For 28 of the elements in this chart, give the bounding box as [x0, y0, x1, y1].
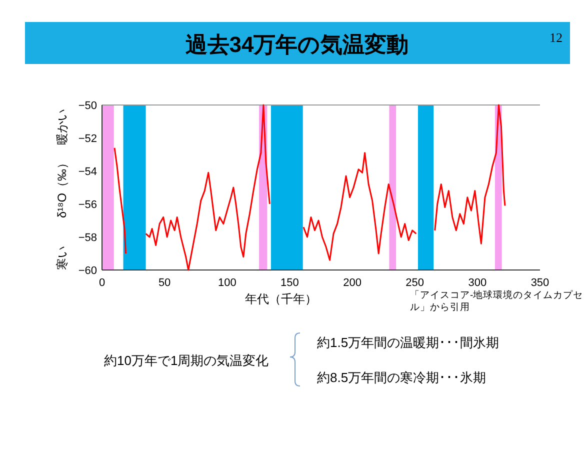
x-tick-label: 250 — [406, 277, 424, 289]
x-tick-label: 0 — [98, 277, 106, 289]
chart-title: 過去34万年の気温変動 — [185, 32, 409, 57]
x-tick-label: 50 — [158, 277, 171, 289]
line-series — [114, 147, 127, 254]
y-axis-title: δ¹⁸O（‰） — [55, 156, 69, 218]
x-tick-label: 350 — [530, 277, 550, 289]
y-tick-label: −58 — [78, 232, 97, 244]
text: 約8.5万年間の寒冷期･･･氷期 — [317, 370, 486, 385]
x-tick-label: 300 — [468, 277, 487, 289]
text: 暖かい — [55, 109, 69, 145]
x-axis-title: 年代（千年） — [245, 292, 317, 306]
line-series — [145, 104, 270, 271]
y-tick-label: −52 — [78, 133, 97, 145]
text: 「アイスコア-地球環境のタイムカプセル」から引用 — [410, 290, 584, 314]
text: 約10万年で1周期の気温変化 — [104, 353, 269, 368]
text: 寒い — [55, 246, 69, 270]
x-tick-label: 200 — [343, 277, 362, 289]
text: 約1.5万年間の温暖期･･･間氷期 — [317, 335, 500, 350]
x-tick-label: 150 — [280, 277, 299, 289]
x-tick-label: 100 — [218, 277, 236, 289]
y-tick-label: −50 — [78, 100, 97, 112]
text: 12 — [550, 30, 562, 45]
y-tick-label: −56 — [78, 199, 97, 211]
line-series — [302, 152, 417, 261]
y-tick-label: −60 — [78, 265, 97, 277]
line-series — [434, 104, 506, 244]
y-tick-label: −54 — [78, 166, 97, 178]
